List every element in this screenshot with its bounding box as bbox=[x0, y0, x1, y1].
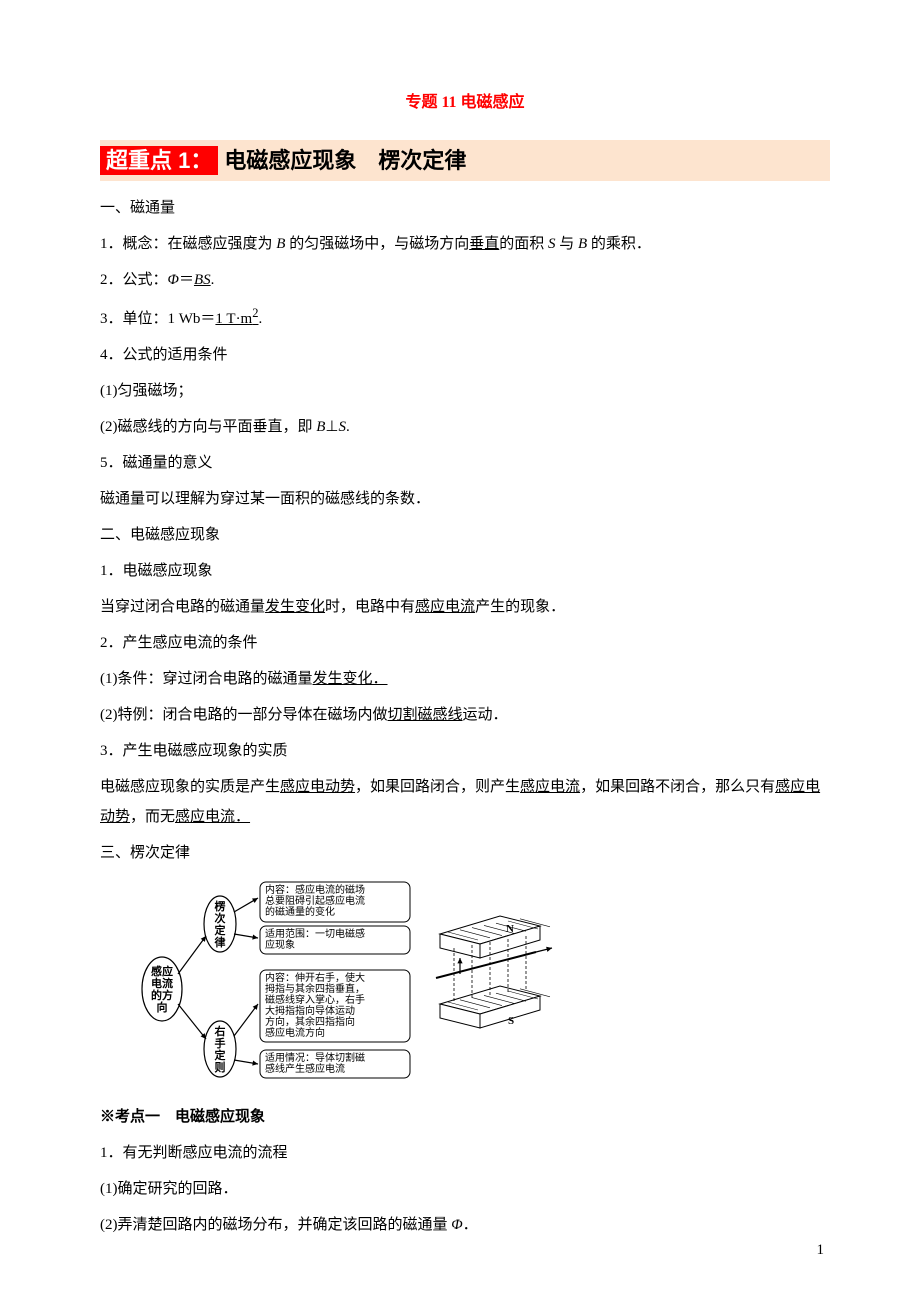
svg-text:感线产生感应电流: 感线产生感应电流 bbox=[265, 1062, 345, 1075]
svg-text:方向，其余四指指向: 方向，其余四指指向 bbox=[265, 1015, 355, 1028]
svg-text:内容：伸开右手，使大: 内容：伸开右手，使大 bbox=[265, 971, 365, 984]
body-line: (1)匀强磁场； bbox=[100, 376, 830, 406]
body-line: 3．单位：1 Wb＝1 T·m2. bbox=[100, 301, 830, 334]
key-heading: 超重点 1：电磁感应现象 楞次定律 bbox=[100, 140, 830, 181]
body-line: 3．产生电磁感应现象的实质 bbox=[100, 736, 830, 766]
body-content: 一、磁通量 1．概念：在磁感应强度为 B 的匀强磁场中，与磁场方向垂直的面积 S … bbox=[100, 193, 830, 868]
body-line: 1．概念：在磁感应强度为 B 的匀强磁场中，与磁场方向垂直的面积 S 与 B 的… bbox=[100, 229, 830, 259]
after-diagram-content: ※考点一 电磁感应现象 1．有无判断感应电流的流程 (1)确定研究的回路． (2)弄清… bbox=[100, 1102, 830, 1240]
body-line: 当穿过闭合电路的磁通量发生变化时，电路中有感应电流产生的现象． bbox=[100, 592, 830, 622]
body-line: 5．磁通量的意义 bbox=[100, 448, 830, 478]
heading-badge: 超重点 1： bbox=[100, 146, 218, 175]
svg-text:拇指与其余四指垂直，: 拇指与其余四指垂直， bbox=[265, 982, 365, 995]
body-line: 4．公式的适用条件 bbox=[100, 340, 830, 370]
svg-text:的磁通量的变化: 的磁通量的变化 bbox=[265, 905, 335, 918]
body-line: 磁通量可以理解为穿过某一面积的磁感线的条数． bbox=[100, 484, 830, 514]
body-line: (2)弄清楚回路内的磁场分布，并确定该回路的磁通量 Φ． bbox=[100, 1210, 830, 1240]
page-number: 1 bbox=[817, 1238, 825, 1262]
body-line: ※考点一 电磁感应现象 bbox=[100, 1102, 830, 1132]
svg-text:律: 律 bbox=[214, 935, 226, 949]
body-line: 1．有无判断感应电流的流程 bbox=[100, 1138, 830, 1168]
svg-text:N: N bbox=[506, 923, 514, 935]
svg-text:应现象: 应现象 bbox=[265, 938, 295, 951]
svg-text:感应: 感应 bbox=[151, 964, 173, 978]
svg-text:电流: 电流 bbox=[151, 976, 173, 990]
page: 专题 11 电磁感应 超重点 1：电磁感应现象 楞次定律 一、磁通量 1．概念：在… bbox=[0, 0, 920, 1302]
body-line: (1)确定研究的回路． bbox=[100, 1174, 830, 1204]
svg-text:次: 次 bbox=[215, 911, 226, 925]
svg-text:适用范围：一切电磁感: 适用范围：一切电磁感 bbox=[265, 927, 365, 940]
document-title: 专题 11 电磁感应 bbox=[100, 90, 830, 116]
body-line: 三、楞次定律 bbox=[100, 838, 830, 868]
svg-text:感应电流方向: 感应电流方向 bbox=[265, 1026, 325, 1039]
svg-text:磁感线穿入掌心，右手: 磁感线穿入掌心，右手 bbox=[265, 993, 365, 1006]
body-line: 1．电磁感应现象 bbox=[100, 556, 830, 586]
body-line: (2)特例：闭合电路的一部分导体在磁场内做切割磁感线运动． bbox=[100, 700, 830, 730]
svg-text:大拇指指向导体运动: 大拇指指向导体运动 bbox=[265, 1004, 355, 1017]
svg-text:则: 则 bbox=[215, 1061, 226, 1074]
svg-text:楞: 楞 bbox=[215, 899, 226, 913]
body-line: 一、磁通量 bbox=[100, 193, 830, 223]
svg-text:S: S bbox=[508, 1015, 514, 1027]
svg-text:定: 定 bbox=[215, 1048, 226, 1062]
svg-text:内容：感应电流的磁场: 内容：感应电流的磁场 bbox=[265, 883, 365, 896]
body-line: 二、电磁感应现象 bbox=[100, 520, 830, 550]
lenz-diagram: 感应电流的方向楞次定律右手定则内容：感应电流的磁场总要阻碍引起感应电流的磁通量的… bbox=[140, 874, 830, 1094]
svg-text:手: 手 bbox=[215, 1036, 226, 1050]
heading-text: 电磁感应现象 楞次定律 bbox=[224, 148, 466, 173]
body-line: (2)磁感线的方向与平面垂直，即 B⊥S. bbox=[100, 412, 830, 442]
svg-text:向: 向 bbox=[157, 1000, 168, 1014]
diagram-svg: 感应电流的方向楞次定律右手定则内容：感应电流的磁场总要阻碍引起感应电流的磁通量的… bbox=[140, 874, 570, 1094]
svg-text:定: 定 bbox=[215, 923, 226, 937]
svg-text:适用情况：导体切割磁: 适用情况：导体切割磁 bbox=[265, 1051, 365, 1064]
body-line: 2．公式：Φ＝BS. bbox=[100, 265, 830, 295]
svg-text:总要阻碍引起感应电流: 总要阻碍引起感应电流 bbox=[265, 894, 365, 907]
svg-text:右: 右 bbox=[214, 1024, 226, 1038]
body-line: 2．产生感应电流的条件 bbox=[100, 628, 830, 658]
svg-text:的方: 的方 bbox=[151, 988, 173, 1002]
body-line: (1)条件：穿过闭合电路的磁通量发生变化． bbox=[100, 664, 830, 694]
body-line: 电磁感应现象的实质是产生感应电动势，如果回路闭合，则产生感应电流，如果回路不闭合… bbox=[100, 772, 830, 832]
